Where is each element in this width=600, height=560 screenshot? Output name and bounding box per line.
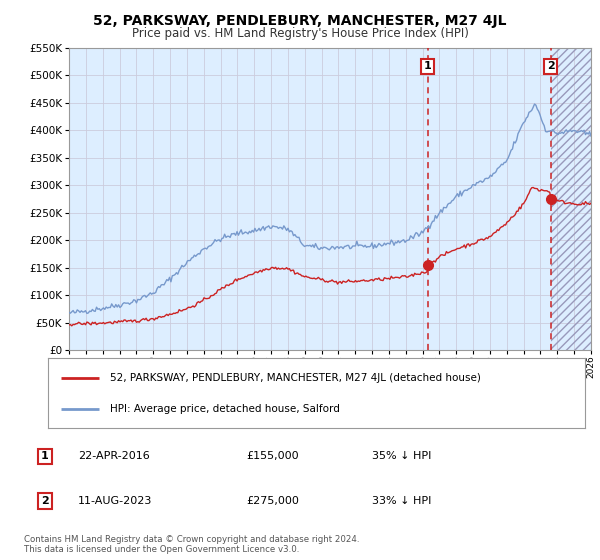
Text: 11-AUG-2023: 11-AUG-2023 xyxy=(78,496,152,506)
Text: HPI: Average price, detached house, Salford: HPI: Average price, detached house, Salf… xyxy=(110,404,340,414)
Text: Price paid vs. HM Land Registry's House Price Index (HPI): Price paid vs. HM Land Registry's House … xyxy=(131,27,469,40)
Text: £275,000: £275,000 xyxy=(246,496,299,506)
Text: Contains HM Land Registry data © Crown copyright and database right 2024.
This d: Contains HM Land Registry data © Crown c… xyxy=(24,535,359,554)
Text: 52, PARKSWAY, PENDLEBURY, MANCHESTER, M27 4JL (detached house): 52, PARKSWAY, PENDLEBURY, MANCHESTER, M2… xyxy=(110,373,481,383)
Text: 33% ↓ HPI: 33% ↓ HPI xyxy=(372,496,431,506)
Bar xyxy=(551,48,591,350)
Text: 1: 1 xyxy=(424,62,432,71)
Text: £155,000: £155,000 xyxy=(246,451,299,461)
Text: 35% ↓ HPI: 35% ↓ HPI xyxy=(372,451,431,461)
Text: 22-APR-2016: 22-APR-2016 xyxy=(78,451,150,461)
Text: 2: 2 xyxy=(41,496,49,506)
Text: 1: 1 xyxy=(41,451,49,461)
Text: 2: 2 xyxy=(547,62,554,71)
Text: 52, PARKSWAY, PENDLEBURY, MANCHESTER, M27 4JL: 52, PARKSWAY, PENDLEBURY, MANCHESTER, M2… xyxy=(93,14,507,28)
